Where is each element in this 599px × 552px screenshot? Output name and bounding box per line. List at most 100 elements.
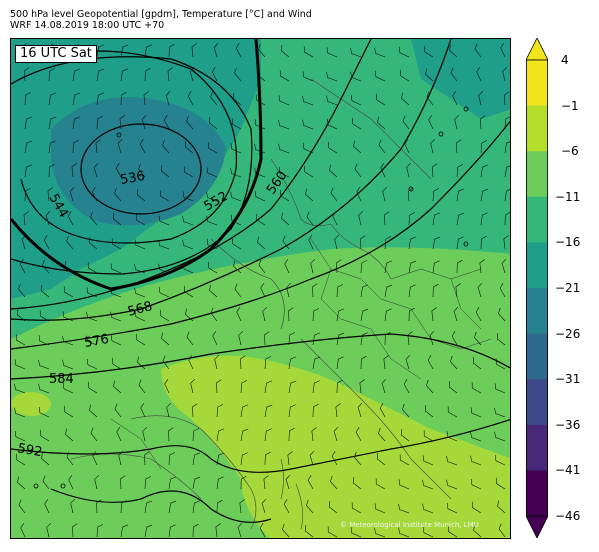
wind-barb (329, 164, 338, 178)
colorbar-segment (526, 288, 548, 335)
wind-barb (357, 402, 363, 418)
wind-barb (456, 259, 463, 274)
wind-barb (72, 116, 80, 130)
wind-barb (377, 116, 386, 130)
wind-barb (406, 162, 411, 178)
contour-label-584: 584 (49, 372, 74, 387)
wind-barb (164, 378, 170, 394)
colorbar-top-arrow (526, 38, 548, 61)
wind-barb (408, 284, 416, 298)
wind-barb (110, 263, 122, 274)
wind-barb (470, 431, 482, 442)
wind-barb (427, 355, 434, 370)
wind-barb (62, 335, 74, 346)
wind-barb (494, 383, 506, 394)
colorbar-tick-label: 4 (561, 53, 569, 67)
wind-barb (350, 527, 362, 538)
wind-barb (384, 308, 392, 322)
colorbar-tick-label: −36 (555, 417, 581, 432)
colorbar-tick-label: −1 (561, 98, 579, 113)
wind-barb (456, 164, 464, 178)
wind-barb (144, 524, 153, 538)
colorbar-bottom-arrow (526, 515, 548, 538)
wind-barb (235, 43, 242, 58)
wind-barb (14, 359, 26, 370)
wind-barb (454, 114, 459, 130)
wind-barb (232, 92, 242, 106)
wind-barb (402, 403, 410, 418)
wind-barb (288, 380, 297, 394)
wind-barb (216, 379, 222, 394)
wind-barb (384, 260, 393, 274)
wind-barb (168, 43, 175, 58)
wind-barb (42, 475, 50, 490)
wind-barb (425, 68, 434, 82)
wind-barb (120, 475, 126, 490)
wind-barb (66, 451, 74, 466)
wind-barb (231, 118, 242, 130)
wind-barb (110, 311, 122, 322)
wind-barb (18, 283, 26, 298)
contour-600 (50, 488, 272, 523)
wind-barb (72, 523, 78, 538)
wind-barb (134, 239, 146, 250)
wind-barb (41, 452, 50, 466)
coastlines (70, 78, 452, 530)
colorbar-segment (526, 424, 548, 471)
wind-barb (158, 263, 170, 274)
contour-544 (11, 56, 253, 275)
wind-barb (209, 284, 218, 298)
wind-barb (257, 236, 266, 250)
wind-barb (336, 356, 344, 370)
wind-barb (72, 139, 79, 154)
wind-barb (504, 211, 510, 226)
map-panel: 536 544 552 560 568 576 584 592 (10, 38, 511, 539)
wind-barb (422, 503, 434, 514)
wind-barb (503, 235, 509, 250)
wind-barb (312, 356, 321, 370)
wind-barb (336, 308, 345, 322)
colorbar-tick-label: −46 (555, 509, 581, 523)
wind-barb (376, 452, 386, 466)
wind-barb (449, 44, 458, 58)
map-title: 500 hPa level Geopotential [gpdm], Tempe… (10, 9, 312, 31)
wind-barb (70, 498, 75, 514)
wind-barb (259, 523, 266, 538)
wind-barb (72, 68, 80, 82)
wind-barb (112, 212, 122, 226)
wind-barb (432, 212, 441, 226)
wind-barb (287, 451, 293, 466)
wind-barb (358, 210, 363, 226)
wind-barb (240, 428, 249, 442)
wind-barb (431, 307, 437, 322)
wind-barb (120, 500, 128, 514)
wind-barb (310, 258, 315, 274)
wind-barb (422, 455, 434, 466)
wind-barb (478, 90, 483, 106)
wind-barb (453, 306, 459, 322)
wind-barb (92, 450, 98, 466)
wind-barb (182, 191, 194, 202)
station-marker (60, 483, 66, 489)
wind-barb (326, 71, 338, 82)
wind-barb (120, 44, 129, 58)
wind-barb (254, 119, 266, 130)
wind-barb (14, 407, 26, 418)
wind-barb (16, 308, 26, 322)
wind-barb (47, 187, 53, 202)
wind-barb (326, 95, 338, 106)
wind-barb (167, 67, 173, 82)
wind-barb (114, 403, 122, 418)
wind-barb (376, 93, 386, 106)
wind-barb (280, 189, 290, 202)
wind-barb (45, 210, 51, 226)
wind-barb (89, 404, 98, 418)
wind-barb (144, 44, 152, 58)
colorbar-segment (526, 333, 548, 380)
wind-barb (426, 379, 434, 394)
wind-barb (504, 91, 510, 106)
wind-barb (374, 503, 386, 514)
colorbar-segment (526, 151, 548, 198)
wind-barb (330, 475, 338, 490)
wind-barb (162, 139, 170, 154)
